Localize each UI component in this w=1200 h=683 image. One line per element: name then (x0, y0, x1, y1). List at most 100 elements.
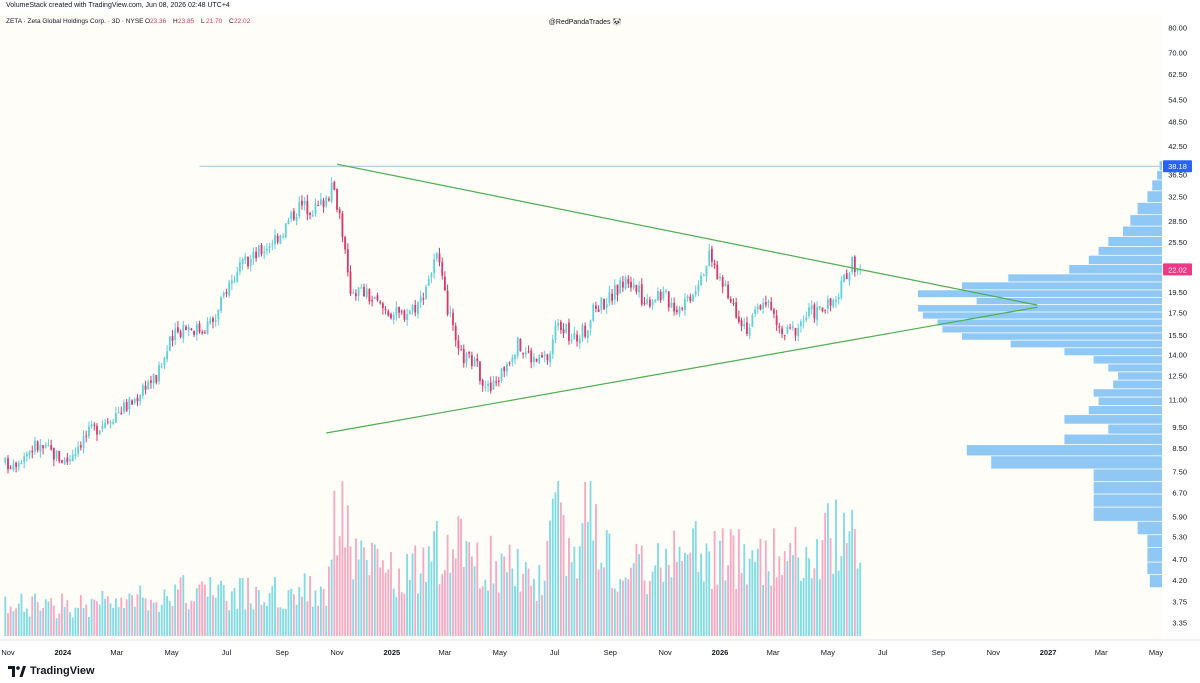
candle-body (260, 244, 263, 255)
time-axis-bg (0, 640, 1200, 662)
price-tick-label: 3.35 (1172, 618, 1187, 627)
candle-body (390, 313, 392, 319)
candle-body (55, 450, 58, 459)
volume-bar (818, 579, 821, 636)
volume-bar (408, 579, 411, 636)
volume-bar (50, 598, 53, 636)
volume-profile-bar (918, 305, 1162, 312)
volume-profile-bar (1064, 434, 1162, 445)
volume-bar (268, 593, 271, 636)
volume-bar (74, 607, 77, 636)
time-axis[interactable]: Nov 2024 Mar May Jul Sep Nov 2025 Mar May Jul Sep No… (1, 648, 1163, 657)
trendline-upper[interactable] (336, 163, 1038, 306)
time-tick-label: Mar (1095, 648, 1108, 657)
candle-body (292, 211, 295, 220)
volume-bar (497, 592, 500, 636)
candle-body (225, 292, 228, 294)
volume-bar (96, 601, 98, 636)
volume-bar (600, 562, 603, 636)
candle-body (554, 325, 557, 340)
candle-body (384, 309, 387, 311)
volume-bar (338, 536, 341, 636)
candle-body (106, 421, 109, 423)
candle-body (120, 412, 123, 415)
candle-body (756, 306, 759, 310)
trendline-lower[interactable] (326, 306, 1038, 434)
volume-bar (705, 543, 708, 636)
volume-bar (449, 572, 452, 636)
candle-body (25, 453, 28, 457)
candle-body (58, 450, 61, 462)
volume-bar (47, 601, 50, 636)
volume-bar (406, 553, 409, 636)
candle-body (527, 351, 530, 353)
candle-body (835, 299, 837, 302)
volume-bar (595, 504, 597, 636)
price-tick-label: 48.50 (1168, 117, 1187, 126)
price-tick-label: 5.30 (1172, 532, 1187, 541)
price-chart[interactable]: ZETA · Zeta Global Holdings Corp. · 3D ·… (0, 14, 1200, 662)
tradingview-logo[interactable]: TradingView (8, 665, 95, 677)
volume-bar (435, 521, 438, 636)
candle-body (508, 362, 511, 364)
candle-body (624, 277, 627, 289)
volume-bar (25, 608, 28, 636)
candle-body (692, 294, 694, 302)
volume-bar (441, 574, 444, 636)
volume-bar (371, 542, 374, 636)
volume-bar (90, 598, 93, 636)
candle-body (255, 251, 258, 259)
time-tick-label: Jul (550, 648, 560, 657)
candle-body (298, 201, 301, 217)
candle-body (764, 302, 767, 305)
price-axis[interactable]: 80.00 70.00 62.50 54.50 48.50 42.50 36.50 32.50… (1168, 24, 1187, 628)
volume-bar (160, 604, 163, 636)
volume-bar (621, 580, 624, 636)
candle-body (724, 283, 727, 286)
candle-body (276, 235, 279, 243)
candle-body (654, 300, 657, 303)
candle-body (114, 413, 117, 423)
volume-profile-bar (1118, 372, 1162, 380)
candle-body (104, 422, 107, 428)
ohlc-key: C (229, 18, 234, 25)
volume-bar (168, 601, 171, 636)
created-by-line: VolumeStack created with TradingView.com… (6, 2, 230, 9)
volume-bar (12, 611, 15, 636)
volume-bar (93, 599, 96, 636)
candle-body (160, 365, 163, 367)
candle-body (743, 323, 746, 327)
symbol-line[interactable]: ZETA · Zeta Global Holdings Corp. · 3D ·… (6, 18, 144, 25)
volume-bar (538, 565, 541, 636)
candle-body (581, 324, 584, 338)
candle-body (670, 302, 673, 308)
volume-bar (487, 590, 489, 636)
candle-body (336, 188, 338, 210)
volume-bar (66, 599, 69, 636)
volume-bar (835, 499, 837, 636)
volume-bar (659, 567, 662, 636)
volume-bar (632, 562, 635, 636)
volume-bar (260, 604, 263, 636)
time-tick-label: Sep (932, 648, 945, 657)
volume-bar (411, 553, 414, 636)
volume-bar (422, 547, 425, 636)
candle-body (506, 363, 508, 372)
time-tick-label: Nov (1, 648, 15, 657)
candle-body (810, 305, 813, 310)
volume-bar (23, 611, 26, 636)
volume-bar (98, 604, 101, 636)
chart-area[interactable]: ZETA · Zeta Global Holdings Corp. · 3D ·… (0, 14, 1200, 662)
candle-body (419, 296, 422, 303)
candle-body (808, 307, 810, 316)
price-tick-label: 14.00 (1168, 350, 1187, 359)
candle-body (562, 329, 565, 334)
candle-body (535, 358, 538, 362)
candle-body (611, 293, 614, 301)
volume-bar (775, 577, 778, 636)
candle-body (368, 288, 371, 302)
price-tick-label: 11.00 (1169, 396, 1187, 405)
volume-bar (724, 580, 727, 636)
candle-body (303, 201, 306, 205)
volume-bar (376, 548, 379, 636)
